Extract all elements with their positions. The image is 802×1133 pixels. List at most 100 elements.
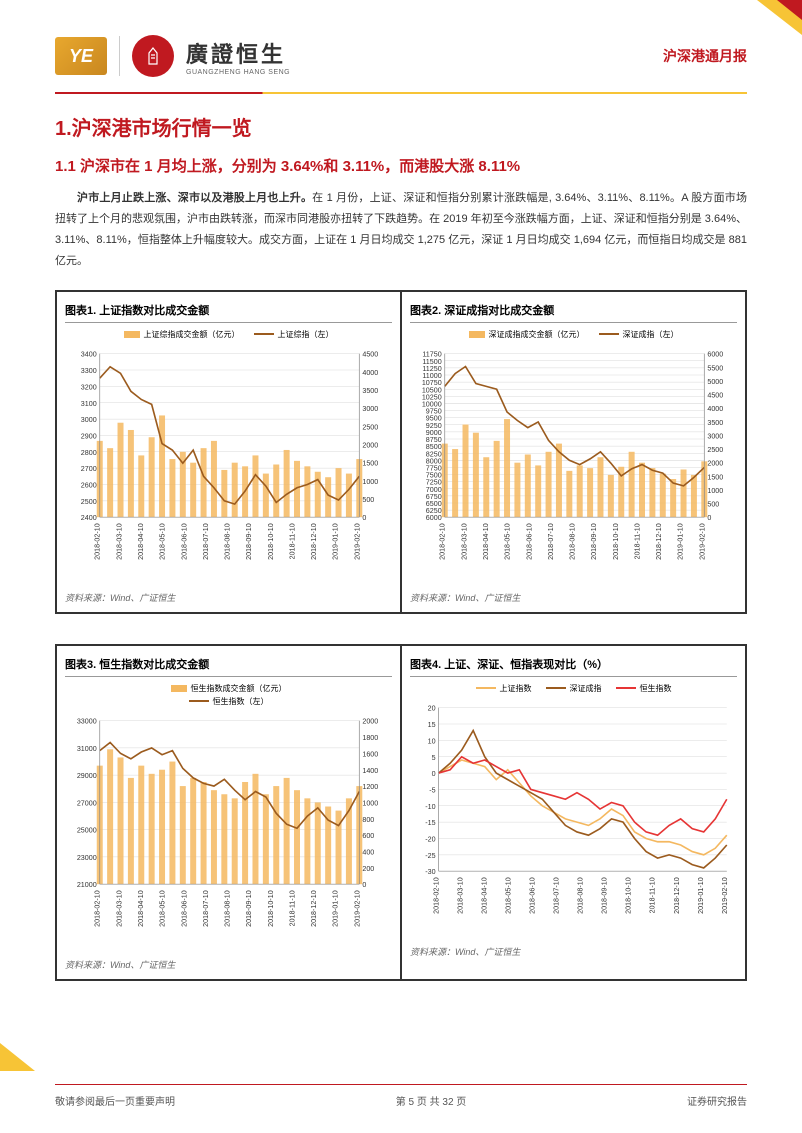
svg-text:2019-01-10: 2019-01-10 (677, 523, 685, 560)
page-footer: 敬请参阅最后一页重要声明 第 5 页 共 32 页 证券研究报告 (0, 1084, 802, 1133)
svg-text:2018-10-10: 2018-10-10 (267, 523, 275, 560)
svg-text:2018-04-10: 2018-04-10 (137, 890, 145, 927)
svg-text:3400: 3400 (81, 350, 97, 358)
svg-text:1500: 1500 (707, 473, 723, 481)
charts-grid-bottom: 图表3. 恒生指数对比成交金额 恒生指数成交金额（亿元） 恒生指数（左） 210… (55, 644, 747, 981)
svg-text:7500: 7500 (426, 471, 442, 479)
svg-text:2018-11-10: 2018-11-10 (649, 877, 657, 913)
svg-text:0: 0 (432, 770, 436, 778)
svg-text:2018-03-10: 2018-03-10 (115, 890, 123, 927)
svg-text:2018-04-10: 2018-04-10 (482, 523, 490, 560)
svg-text:1400: 1400 (362, 766, 378, 774)
legend-item: 深证成指成交金额（亿元） (469, 329, 585, 340)
svg-text:2018-05-10: 2018-05-10 (505, 877, 513, 914)
svg-text:9000: 9000 (426, 429, 442, 437)
svg-text:2018-11-10: 2018-11-10 (288, 890, 296, 926)
svg-text:2019-01-10: 2019-01-10 (697, 877, 705, 914)
heading-2: 1.1 沪深市在 1 月均上涨，分别为 3.64%和 3.11%，而港股大涨 8… (55, 155, 747, 176)
svg-text:2018-06-10: 2018-06-10 (525, 523, 533, 560)
svg-text:3000: 3000 (707, 432, 723, 440)
legend-line-icon (476, 687, 496, 689)
svg-text:21000: 21000 (77, 881, 97, 889)
svg-text:10: 10 (428, 737, 436, 745)
logo-hs-text: 廣證恒生 GUANGZHENG HANG SENG (186, 37, 290, 76)
svg-text:11750: 11750 (422, 350, 441, 358)
svg-text:200: 200 (362, 864, 374, 872)
logo-hs-icon (132, 35, 174, 77)
svg-text:2600: 2600 (81, 481, 97, 489)
chart-3-legend: 恒生指数成交金额（亿元） 恒生指数（左） (65, 683, 392, 707)
svg-text:2018-05-10: 2018-05-10 (504, 523, 512, 560)
svg-text:2018-11-10: 2018-11-10 (288, 523, 296, 559)
document-type: 沪深港通月报 (663, 46, 747, 66)
footer-rule (55, 1084, 747, 1085)
footer-left: 敬请参阅最后一页重要声明 (55, 1093, 175, 1108)
svg-text:4500: 4500 (362, 350, 378, 358)
charts-grid-top: 图表1. 上证指数对比成交金额 上证综指成交金额（亿元） 上证综指（左） 240… (55, 290, 747, 614)
legend-line-icon (254, 333, 274, 335)
legend-item: 上证综指成交金额（亿元） (124, 329, 240, 340)
svg-text:2018-04-10: 2018-04-10 (137, 523, 145, 560)
svg-text:2018-10-10: 2018-10-10 (267, 890, 275, 927)
svg-text:-25: -25 (425, 851, 435, 859)
logo-hs-cn: 廣證恒生 (186, 37, 290, 69)
svg-text:11500: 11500 (422, 357, 441, 365)
svg-text:7000: 7000 (426, 485, 442, 493)
svg-text:2018-10-10: 2018-10-10 (612, 523, 620, 560)
legend-bar-icon (469, 331, 485, 338)
svg-text:2018-03-10: 2018-03-10 (457, 877, 465, 914)
svg-text:2018-10-10: 2018-10-10 (625, 877, 633, 914)
svg-text:2019-02-10: 2019-02-10 (353, 890, 361, 927)
logo-hs-en: GUANGZHENG HANG SENG (186, 69, 290, 76)
svg-text:3500: 3500 (707, 418, 723, 426)
svg-text:2000: 2000 (707, 459, 723, 467)
svg-text:7250: 7250 (426, 478, 442, 486)
svg-text:6750: 6750 (426, 492, 442, 500)
svg-text:2019-01-10: 2019-01-10 (332, 523, 340, 560)
chart-1-cell: 图表1. 上证指数对比成交金额 上证综指成交金额（亿元） 上证综指（左） 240… (56, 291, 401, 613)
svg-text:2018-08-10: 2018-08-10 (569, 523, 577, 560)
svg-text:9500: 9500 (426, 414, 442, 422)
chart-2-source: 资料来源：Wind、广证恒生 (410, 591, 737, 604)
svg-text:11000: 11000 (422, 372, 441, 380)
svg-text:1200: 1200 (362, 783, 378, 791)
svg-text:3100: 3100 (81, 399, 97, 407)
content: 1.沪深港市场行情一览 1.1 沪深市在 1 月均上涨，分别为 3.64%和 3… (0, 94, 802, 981)
svg-text:2018-12-10: 2018-12-10 (673, 877, 681, 914)
legend-line-icon (546, 687, 566, 689)
svg-text:2018-05-10: 2018-05-10 (159, 890, 167, 927)
svg-text:8000: 8000 (426, 457, 442, 465)
svg-text:800: 800 (362, 815, 374, 823)
footer-center: 第 5 页 共 32 页 (396, 1093, 467, 1108)
svg-text:-30: -30 (425, 868, 435, 876)
svg-text:7750: 7750 (426, 464, 442, 472)
svg-text:4000: 4000 (362, 368, 378, 376)
svg-text:2500: 2500 (707, 446, 723, 454)
legend-item: 恒生指数（左） (189, 696, 269, 707)
svg-text:-5: -5 (429, 786, 435, 794)
svg-text:2018-02-10: 2018-02-10 (433, 877, 441, 914)
svg-text:9750: 9750 (426, 407, 442, 415)
svg-text:2400: 2400 (81, 514, 97, 522)
chart-2-legend: 深证成指成交金额（亿元） 深证成指（左） (410, 329, 737, 340)
legend-item: 深证成指（左） (599, 329, 679, 340)
logo-ye-icon: YE (55, 37, 107, 75)
svg-text:2500: 2500 (81, 497, 97, 505)
svg-text:2018-08-10: 2018-08-10 (224, 523, 232, 560)
svg-text:1000: 1000 (362, 477, 378, 485)
chart-1-legend: 上证综指成交金额（亿元） 上证综指（左） (65, 329, 392, 340)
svg-text:25000: 25000 (77, 826, 97, 834)
svg-text:20: 20 (428, 704, 436, 712)
svg-text:2018-03-10: 2018-03-10 (115, 523, 123, 560)
svg-text:6000: 6000 (707, 350, 723, 358)
chart-3-source: 资料来源：Wind、广证恒生 (65, 958, 392, 971)
svg-text:-10: -10 (425, 802, 435, 810)
svg-text:2018-09-10: 2018-09-10 (590, 523, 598, 560)
svg-text:31000: 31000 (77, 745, 97, 753)
svg-text:2018-02-10: 2018-02-10 (94, 890, 102, 927)
chart-4-title: 图表4. 上证、深证、恒指表现对比（%） (410, 656, 737, 677)
svg-text:2018-06-10: 2018-06-10 (180, 523, 188, 560)
svg-text:2018-06-10: 2018-06-10 (180, 890, 188, 927)
svg-text:0: 0 (707, 514, 711, 522)
svg-text:6000: 6000 (426, 514, 442, 522)
